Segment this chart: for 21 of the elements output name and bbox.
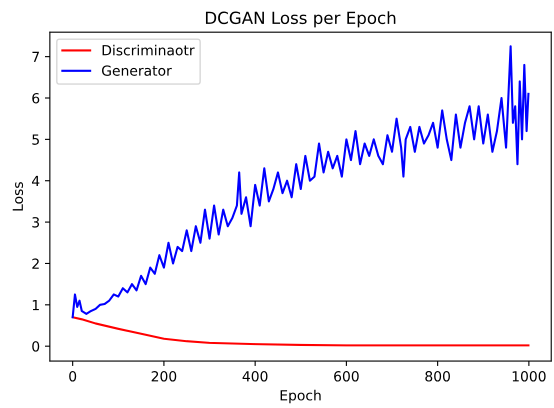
line-series <box>72 316 530 346</box>
y-tick-label: 7 <box>32 52 39 62</box>
y-tick-label: 0 <box>32 341 40 352</box>
line-series <box>72 45 530 318</box>
x-tick-label: 0 <box>69 371 76 382</box>
y-tick-label: 5 <box>32 134 39 145</box>
legend-label: Discriminaotr <box>102 44 195 56</box>
y-tick-label: 2 <box>32 258 39 269</box>
y-tick-label: 1 <box>32 300 39 310</box>
y-tick-label: 6 <box>32 92 40 104</box>
y-tick-label: 4 <box>32 176 40 186</box>
chart-title: DCGAN Loss per Epoch <box>206 11 396 28</box>
x-tick-label: 800 <box>425 371 450 382</box>
y-tick-label: 3 <box>32 217 40 228</box>
y-axis-title: Loss <box>12 182 24 211</box>
legend-label: Generator <box>102 65 172 76</box>
x-tick-label: 200 <box>152 371 176 382</box>
x-tick-label: 1000 <box>512 371 546 382</box>
x-tick-label: 400 <box>242 371 268 382</box>
x-tick-label: 600 <box>334 371 359 382</box>
x-axis-title: Epoch <box>280 390 321 404</box>
